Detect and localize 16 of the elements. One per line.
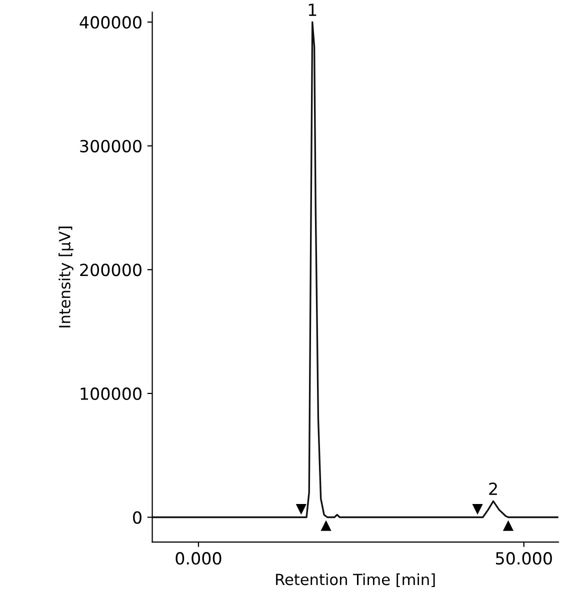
y-tick-label: 300000 bbox=[80, 140, 142, 152]
annotation: ▼ bbox=[472, 504, 483, 515]
annotation: 2 bbox=[489, 482, 497, 495]
y-tick-label: 200000 bbox=[80, 264, 142, 276]
x-tick-label: 0.000 bbox=[176, 552, 222, 565]
y-tick-label: 100000 bbox=[80, 387, 142, 400]
x-tick-label: 50.000 bbox=[496, 552, 552, 565]
annotation: ▲ bbox=[320, 520, 332, 531]
annotation: 1 bbox=[308, 4, 316, 16]
annotation: ▲ bbox=[502, 520, 514, 531]
x-axis-title: Retention Time [min] bbox=[276, 573, 435, 588]
y-tick-label: 400000 bbox=[80, 16, 142, 29]
y-tick-label: 0 bbox=[133, 511, 142, 524]
y-axis-title: Intensity [µV] bbox=[58, 226, 74, 328]
annotation: ▼ bbox=[296, 504, 306, 515]
line-series bbox=[152, 21, 558, 518]
